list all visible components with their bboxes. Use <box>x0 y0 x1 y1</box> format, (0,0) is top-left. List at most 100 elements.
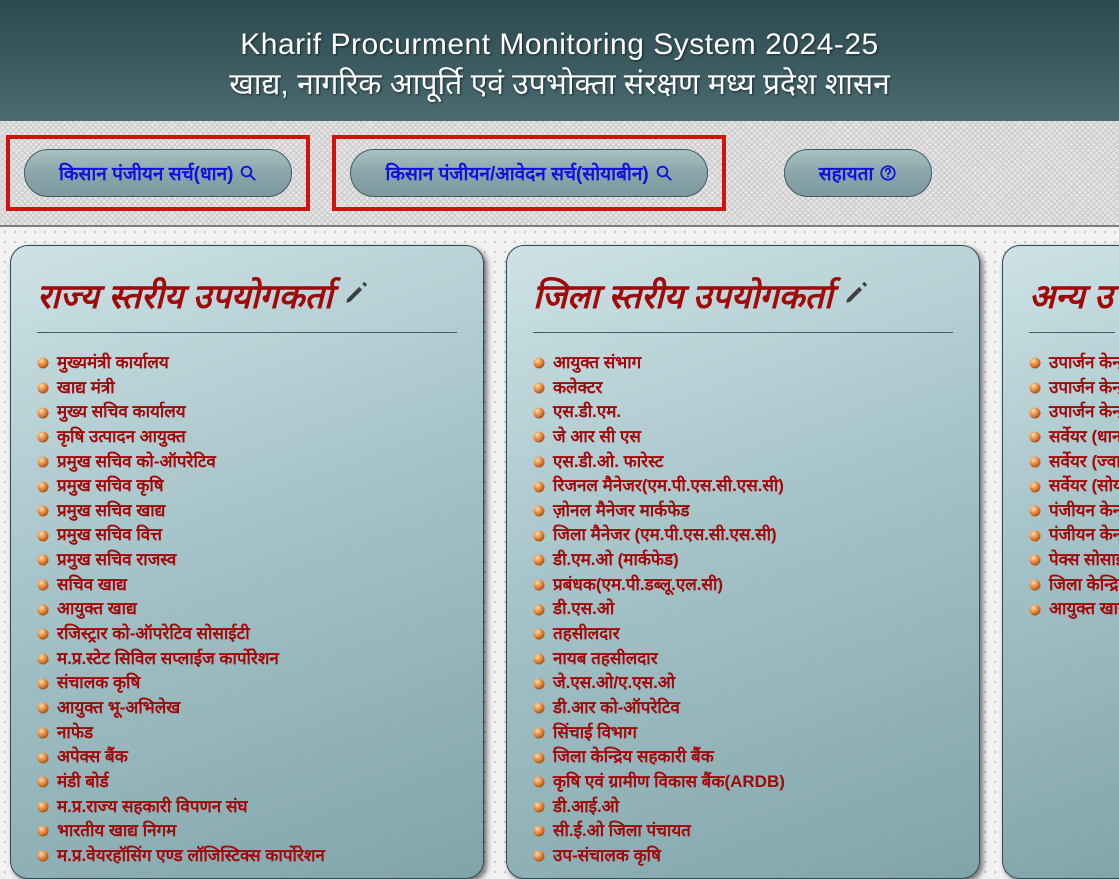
list-item[interactable]: संचालक कृषि <box>37 671 457 696</box>
list-item[interactable]: प्रबंधक(एम.पी.डब्लू.एल.सी) <box>533 573 953 598</box>
list-item-label: म.प्र.राज्य सहकारी विपणन संघ <box>57 795 248 820</box>
list-item-label: खाद्य मंत्री <box>57 376 115 401</box>
list-item-label: जिला केन्द्रिय <box>1049 573 1119 598</box>
bullet-icon <box>1029 407 1041 419</box>
help-icon <box>879 164 897 182</box>
list-item-label: म.प्र.वेयरहॉसिंग एण्ड लॉजिस्टिक्स कार्पो… <box>57 844 325 869</box>
search-dhaan-button[interactable]: किसान पंजीयन सर्च(धान) <box>24 149 292 197</box>
bullet-icon <box>1029 505 1041 517</box>
list-item[interactable]: आयुक्त भू-अभिलेख <box>37 696 457 721</box>
list-item[interactable]: डी.एम.ओ (मार्कफेड) <box>533 548 953 573</box>
list-item-label: आयुक्त संभाग <box>553 351 641 376</box>
list-item[interactable]: आयुक्त खाद्य <box>1029 597 1115 622</box>
list-item-label: जिला मैनेजर (एम.पी.एस.सी.एस.सी) <box>553 523 777 548</box>
list-item[interactable]: सर्वेयर (धान) <box>1029 425 1115 450</box>
bullet-icon <box>37 554 49 566</box>
list-item[interactable]: जिला केन्द्रिय सहकारी बैंक <box>533 745 953 770</box>
list-item[interactable]: सर्वेयर (सोया) <box>1029 474 1115 499</box>
bullet-icon <box>1029 456 1041 468</box>
list-item[interactable]: सर्वेयर (ज्वार) <box>1029 450 1115 475</box>
list-item[interactable]: डी.आई.ओ <box>533 795 953 820</box>
list-item[interactable]: सचिव खाद्य <box>37 573 457 598</box>
list-item-label: प्रमुख सचिव वित्त <box>57 523 162 548</box>
list-item-label: डी.एस.ओ <box>553 597 614 622</box>
list-item[interactable]: अपेक्स बैंक <box>37 745 457 770</box>
list-item-label: कृषि एवं ग्रामीण विकास बैंक(ARDB) <box>553 770 785 795</box>
district-user-list: आयुक्त संभागकलेक्टरएस.डी.एम.जे आर सी एसए… <box>533 351 953 868</box>
list-item[interactable]: भारतीय खाद्य निगम <box>37 819 457 844</box>
bullet-icon <box>533 604 545 616</box>
list-item-label: मुख्यमंत्री कार्यालय <box>57 351 169 376</box>
list-item[interactable]: उपार्जन केन्द्र <box>1029 400 1115 425</box>
list-item[interactable]: खाद्य मंत्री <box>37 376 457 401</box>
bullet-icon <box>533 776 545 788</box>
list-item[interactable]: प्रमुख सचिव वित्त <box>37 523 457 548</box>
help-button[interactable]: सहायता <box>784 149 933 197</box>
list-item[interactable]: मंडी बोर्ड <box>37 770 457 795</box>
list-item[interactable]: पंजीयन केन्द्र <box>1029 499 1115 524</box>
list-item[interactable]: नाफेड <box>37 721 457 746</box>
header-title-en: Kharif Procurment Monitoring System 2024… <box>10 28 1109 62</box>
list-item-label: संचालक कृषि <box>57 671 140 696</box>
panel-divider <box>1029 332 1115 333</box>
bullet-icon <box>533 382 545 394</box>
list-item[interactable]: प्रमुख सचिव को-ऑपरेटिव <box>37 450 457 475</box>
list-item[interactable]: उपार्जन केन्द्र <box>1029 351 1115 376</box>
list-item[interactable]: मुख्यमंत्री कार्यालय <box>37 351 457 376</box>
list-item[interactable]: आयुक्त खाद्य <box>37 597 457 622</box>
list-item[interactable]: जे आर सी एस <box>533 425 953 450</box>
list-item[interactable]: एस.डी.ओ. फारेस्ट <box>533 450 953 475</box>
list-item[interactable]: तहसीलदार <box>533 622 953 647</box>
list-item[interactable]: कृषि एवं ग्रामीण विकास बैंक(ARDB) <box>533 770 953 795</box>
list-item[interactable]: उपार्जन केन्द्र <box>1029 376 1115 401</box>
bullet-icon <box>533 825 545 837</box>
bullet-icon <box>533 579 545 591</box>
list-item-label: उपार्जन केन्द्र <box>1049 376 1119 401</box>
bullet-icon <box>37 456 49 468</box>
list-item-label: नायब तहसीलदार <box>553 647 658 672</box>
bullet-icon <box>1029 431 1041 443</box>
list-item[interactable]: प्रमुख सचिव राजस्व <box>37 548 457 573</box>
bullet-icon <box>37 407 49 419</box>
list-item-label: प्रमुख सचिव खाद्य <box>57 499 165 524</box>
bullet-icon <box>37 579 49 591</box>
list-item[interactable]: एस.डी.एम. <box>533 400 953 425</box>
list-item[interactable]: सिंचाई विभाग <box>533 721 953 746</box>
list-item[interactable]: सी.ई.ओ जिला पंचायत <box>533 819 953 844</box>
list-item[interactable]: आयुक्त संभाग <box>533 351 953 376</box>
list-item[interactable]: ज़ोनल मैनेजर मार्कफेड <box>533 499 953 524</box>
list-item[interactable]: म.प्र.स्टेट सिविल सप्लाईज कार्पोरेशन <box>37 647 457 672</box>
list-item[interactable]: पंजीयन केन्द्र <box>1029 523 1115 548</box>
list-item-label: उप-संचालक कृषि <box>553 844 661 869</box>
list-item[interactable]: उप-संचालक कृषि <box>533 844 953 869</box>
bullet-icon <box>533 850 545 862</box>
list-item[interactable]: म.प्र.राज्य सहकारी विपणन संघ <box>37 795 457 820</box>
bullet-icon <box>37 801 49 813</box>
bullet-icon <box>37 727 49 739</box>
list-item[interactable]: पेक्स सोसाइ <box>1029 548 1115 573</box>
list-item[interactable]: जिला केन्द्रिय <box>1029 573 1115 598</box>
list-item[interactable]: कलेक्टर <box>533 376 953 401</box>
list-item[interactable]: कृषि उत्पादन आयुक्त <box>37 425 457 450</box>
panel-title-district: जिला स्तरीय उपयोगकर्ता <box>533 272 833 318</box>
list-item-label: प्रमुख सचिव कृषि <box>57 474 164 499</box>
list-item[interactable]: मुख्य सचिव कार्यालय <box>37 400 457 425</box>
list-item[interactable]: प्रमुख सचिव खाद्य <box>37 499 457 524</box>
list-item-label: मुख्य सचिव कार्यालय <box>57 400 186 425</box>
list-item-label: सिंचाई विभाग <box>553 721 637 746</box>
list-item[interactable]: म.प्र.वेयरहॉसिंग एण्ड लॉजिस्टिक्स कार्पो… <box>37 844 457 869</box>
bullet-icon <box>37 431 49 443</box>
list-item-label: सी.ई.ओ जिला पंचायत <box>553 819 691 844</box>
list-item[interactable]: प्रमुख सचिव कृषि <box>37 474 457 499</box>
list-item[interactable]: जे.एस.ओ/ए.एस.ओ <box>533 671 953 696</box>
search-soya-button[interactable]: किसान पंजीयन/आवेदन सर्च(सोयाबीन) <box>350 149 707 197</box>
list-item[interactable]: डी.आर को-ऑपरेटिव <box>533 696 953 721</box>
list-item[interactable]: रिजनल मैनेजर(एम.पी.एस.सी.एस.सी) <box>533 474 953 499</box>
list-item[interactable]: जिला मैनेजर (एम.पी.एस.सी.एस.सी) <box>533 523 953 548</box>
list-item[interactable]: नायब तहसीलदार <box>533 647 953 672</box>
bullet-icon <box>37 530 49 542</box>
list-item[interactable]: रजिस्ट्रार को-ऑपरेटिव सोसाईटी <box>37 622 457 647</box>
list-item[interactable]: डी.एस.ओ <box>533 597 953 622</box>
list-item-label: प्रमुख सचिव को-ऑपरेटिव <box>57 450 216 475</box>
list-item-label: पंजीयन केन्द्र <box>1049 499 1119 524</box>
